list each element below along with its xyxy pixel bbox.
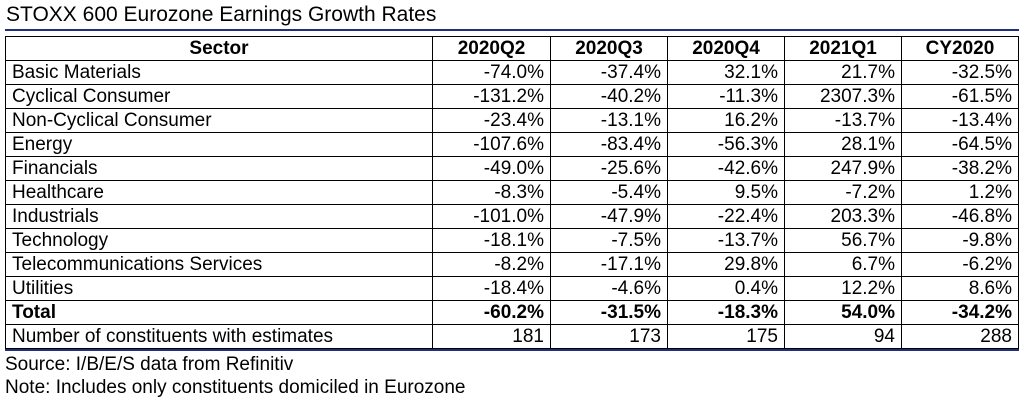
title-rule: [5, 29, 1019, 31]
sector-cell: Basic Materials: [5, 60, 433, 85]
sector-cell: Number of constituents with estimates: [5, 324, 433, 349]
value-cell-cy2020: -9.8%: [901, 228, 1019, 253]
table-row: Energy -107.6% -83.4% -56.3% 28.1% -64.5%: [5, 132, 1019, 157]
table-row: Industrials -101.0% -47.9% -22.4% 203.3% -46.…: [5, 204, 1019, 229]
value-cell-2021q1: 54.0%: [784, 300, 902, 325]
value-cell-2020q4: -13.7%: [667, 228, 785, 253]
value-cell-2021q1: 21.7%: [784, 60, 902, 85]
value-cell-2020q4: -22.4%: [667, 204, 785, 229]
sector-cell: Non-Cyclical Consumer: [5, 108, 433, 133]
table-row: Number of constituents with estimates 181…: [5, 324, 1019, 349]
value-cell-2020q4: 16.2%: [667, 108, 785, 133]
value-cell-cy2020: 8.6%: [901, 276, 1019, 301]
value-cell-cy2020: -38.2%: [901, 156, 1019, 181]
value-cell-2020q4: -56.3%: [667, 132, 785, 157]
value-cell-cy2020: 1.2%: [901, 180, 1019, 205]
value-cell-2021q1: 2307.3%: [784, 84, 902, 109]
table-row: Healthcare -8.3% -5.4% 9.5% -7.2% 1.2%: [5, 180, 1019, 205]
value-cell-cy2020: 288: [901, 324, 1019, 349]
value-cell-2020q3: -5.4%: [550, 180, 668, 205]
value-cell-cy2020: -34.2%: [901, 300, 1019, 325]
value-cell-cy2020: -32.5%: [901, 60, 1019, 85]
earnings-growth-table: Sector 2020Q2 2020Q3 2020Q4 2021Q1 CY202…: [5, 36, 1019, 349]
value-cell-2021q1: 203.3%: [784, 204, 902, 229]
header-row: Sector 2020Q2 2020Q3 2020Q4 2021Q1 CY202…: [5, 36, 1019, 61]
column-header-sector: Sector: [5, 36, 433, 61]
sector-cell: Financials: [5, 156, 433, 181]
column-header-2020q2: 2020Q2: [432, 36, 551, 61]
value-cell-2020q4: 29.8%: [667, 252, 785, 277]
value-cell-2020q4: 0.4%: [667, 276, 785, 301]
value-cell-2020q3: -40.2%: [550, 84, 668, 109]
value-cell-2020q3: -17.1%: [550, 252, 668, 277]
sector-cell: Technology: [5, 228, 433, 253]
column-header-cy2020: CY2020: [901, 36, 1019, 61]
value-cell-2021q1: 6.7%: [784, 252, 902, 277]
value-cell-cy2020: -6.2%: [901, 252, 1019, 277]
table-row: Total -60.2% -31.5% -18.3% 54.0% -34.2%: [5, 300, 1019, 325]
value-cell-cy2020: -61.5%: [901, 84, 1019, 109]
sector-cell: Energy: [5, 132, 433, 157]
column-header-2020q3: 2020Q3: [550, 36, 668, 61]
table-title: STOXX 600 Eurozone Earnings Growth Rates: [6, 3, 437, 26]
value-cell-2021q1: 56.7%: [784, 228, 902, 253]
sector-cell: Cyclical Consumer: [5, 84, 433, 109]
source-note: Source: I/B/E/S data from Refinitiv: [5, 354, 294, 375]
table-row: Non-Cyclical Consumer -23.4% -13.1% 16.2% -1…: [5, 108, 1019, 133]
value-cell-2020q3: -47.9%: [550, 204, 668, 229]
value-cell-2020q2: 181: [432, 324, 551, 349]
value-cell-cy2020: -13.4%: [901, 108, 1019, 133]
value-cell-2020q4: 32.1%: [667, 60, 785, 85]
table-row: Technology -18.1% -7.5% -13.7% 56.7% -9.8%: [5, 228, 1019, 253]
value-cell-2020q3: -13.1%: [550, 108, 668, 133]
value-cell-2020q2: -8.3%: [432, 180, 551, 205]
table-body: Basic Materials -74.0% -37.4% 32.1% 21.7% -32…: [5, 60, 1019, 349]
value-cell-2020q3: -37.4%: [550, 60, 668, 85]
sector-cell: Healthcare: [5, 180, 433, 205]
footnote: Note: Includes only constituents domicil…: [5, 377, 466, 398]
column-header-2020q4: 2020Q4: [667, 36, 785, 61]
value-cell-2021q1: -7.2%: [784, 180, 902, 205]
value-cell-2020q2: -131.2%: [432, 84, 551, 109]
value-cell-2021q1: 94: [784, 324, 902, 349]
value-cell-2021q1: 12.2%: [784, 276, 902, 301]
value-cell-2020q2: -49.0%: [432, 156, 551, 181]
value-cell-2020q4: -42.6%: [667, 156, 785, 181]
value-cell-cy2020: -46.8%: [901, 204, 1019, 229]
sector-cell: Telecommunications Services: [5, 252, 433, 277]
sector-cell: Utilities: [5, 276, 433, 301]
value-cell-2020q4: 175: [667, 324, 785, 349]
sector-cell: Industrials: [5, 204, 433, 229]
table-row: Utilities -18.4% -4.6% 0.4% 12.2% 8.6%: [5, 276, 1019, 301]
table-row: Basic Materials -74.0% -37.4% 32.1% 21.7% -32…: [5, 60, 1019, 85]
value-cell-2020q2: -60.2%: [432, 300, 551, 325]
value-cell-2020q2: -101.0%: [432, 204, 551, 229]
value-cell-2020q3: -7.5%: [550, 228, 668, 253]
value-cell-2020q2: -18.4%: [432, 276, 551, 301]
sector-cell: Total: [5, 300, 433, 325]
table-row: Cyclical Consumer -131.2% -40.2% -11.3% 2307…: [5, 84, 1019, 109]
value-cell-2021q1: 247.9%: [784, 156, 902, 181]
table-row: Financials -49.0% -25.6% -42.6% 247.9% -38.2%: [5, 156, 1019, 181]
value-cell-2020q2: -107.6%: [432, 132, 551, 157]
footer-rule: [5, 349, 1019, 351]
value-cell-2020q4: 9.5%: [667, 180, 785, 205]
value-cell-2020q2: -74.0%: [432, 60, 551, 85]
column-header-2021q1: 2021Q1: [784, 36, 902, 61]
value-cell-2020q4: -18.3%: [667, 300, 785, 325]
value-cell-2020q2: -18.1%: [432, 228, 551, 253]
value-cell-2020q3: -4.6%: [550, 276, 668, 301]
value-cell-2021q1: -13.7%: [784, 108, 902, 133]
value-cell-2020q2: -23.4%: [432, 108, 551, 133]
value-cell-2020q3: 173: [550, 324, 668, 349]
value-cell-2020q4: -11.3%: [667, 84, 785, 109]
value-cell-2020q3: -83.4%: [550, 132, 668, 157]
table-row: Telecommunications Services -8.2% -17.1% 29…: [5, 252, 1019, 277]
value-cell-2020q3: -31.5%: [550, 300, 668, 325]
value-cell-2021q1: 28.1%: [784, 132, 902, 157]
value-cell-cy2020: -64.5%: [901, 132, 1019, 157]
value-cell-2020q2: -8.2%: [432, 252, 551, 277]
value-cell-2020q3: -25.6%: [550, 156, 668, 181]
